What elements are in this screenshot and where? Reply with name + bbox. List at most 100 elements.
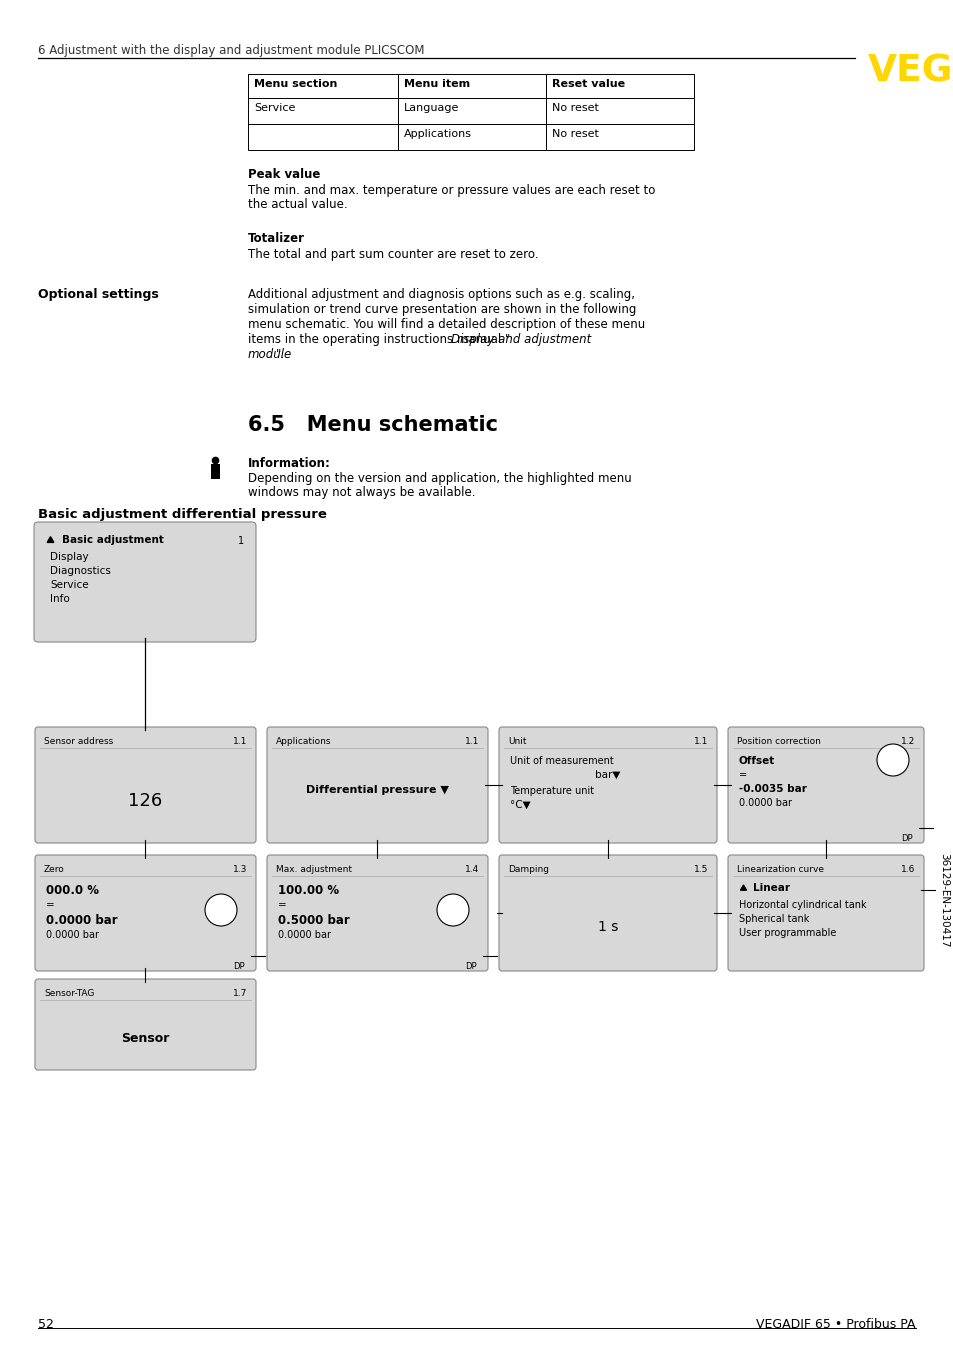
Text: 1.1: 1.1 [233, 737, 247, 746]
FancyBboxPatch shape [35, 979, 255, 1070]
Text: Sensor address: Sensor address [44, 737, 113, 746]
Circle shape [205, 894, 236, 926]
Text: Unit of measurement: Unit of measurement [510, 756, 613, 766]
Text: Sensor-TAG: Sensor-TAG [44, 988, 94, 998]
Text: Optional settings: Optional settings [38, 288, 158, 301]
Text: The min. and max. temperature or pressure values are each reset to: The min. and max. temperature or pressur… [248, 184, 655, 196]
Text: 0.0000 bar: 0.0000 bar [739, 798, 791, 808]
Text: Offset: Offset [739, 756, 775, 766]
Bar [545, 125, 693, 150]
Text: 1.3: 1.3 [233, 865, 247, 873]
Text: =: = [46, 900, 54, 910]
Bar [248, 74, 397, 97]
Circle shape [876, 743, 908, 776]
Text: 0.0000 bar: 0.0000 bar [46, 930, 99, 940]
FancyBboxPatch shape [727, 727, 923, 844]
Text: Damping: Damping [507, 865, 548, 873]
Text: Temperature unit: Temperature unit [510, 787, 594, 796]
Text: module: module [248, 348, 292, 362]
Bar [397, 74, 545, 97]
Text: items in the operating instructions manual ": items in the operating instructions manu… [248, 333, 510, 347]
Text: °C▼: °C▼ [510, 800, 530, 810]
Text: 6.5   Menu schematic: 6.5 Menu schematic [248, 414, 497, 435]
Text: 1.5: 1.5 [693, 865, 707, 873]
Text: bar▼: bar▼ [595, 770, 620, 780]
Text: DP: DP [233, 961, 245, 971]
Text: Totalizer: Totalizer [248, 232, 305, 245]
Text: menu schematic. You will find a detailed description of these menu: menu schematic. You will find a detailed… [248, 318, 644, 330]
Text: Basic adjustment: Basic adjustment [62, 535, 164, 546]
Text: ".: ". [275, 348, 285, 362]
FancyBboxPatch shape [267, 854, 488, 971]
Text: Display: Display [50, 552, 89, 562]
Text: 1: 1 [237, 536, 244, 546]
Bar [397, 125, 545, 150]
Text: 0.5000 bar: 0.5000 bar [277, 914, 350, 927]
Bar [211, 464, 220, 479]
Text: 6 Adjustment with the display and adjustment module PLICSCOM: 6 Adjustment with the display and adjust… [38, 43, 424, 57]
Text: 1.1: 1.1 [693, 737, 707, 746]
Text: Info: Info [50, 594, 70, 604]
Text: Position correction: Position correction [737, 737, 820, 746]
Text: Service: Service [50, 580, 89, 590]
Text: =: = [277, 900, 287, 910]
Text: Peak value: Peak value [248, 168, 320, 181]
Text: Differential pressure ▼: Differential pressure ▼ [306, 785, 449, 795]
Text: 1.1: 1.1 [464, 737, 478, 746]
Text: 1.2: 1.2 [900, 737, 914, 746]
Text: Unit: Unit [507, 737, 526, 746]
Text: Basic adjustment differential pressure: Basic adjustment differential pressure [38, 508, 327, 521]
FancyBboxPatch shape [35, 854, 255, 971]
Text: Language: Language [403, 103, 459, 112]
Bar [248, 97, 397, 125]
Text: User programmable: User programmable [739, 927, 836, 938]
Text: 0.0000 bar: 0.0000 bar [277, 930, 331, 940]
Text: Service: Service [253, 103, 295, 112]
Text: Display and adjustment: Display and adjustment [451, 333, 591, 347]
Text: VEGADIF 65 • Profibus PA: VEGADIF 65 • Profibus PA [756, 1317, 915, 1331]
Text: -0.0035 bar: -0.0035 bar [739, 784, 806, 793]
Text: 1.4: 1.4 [464, 865, 478, 873]
Bar [545, 97, 693, 125]
Text: 100.00 %: 100.00 % [277, 884, 338, 896]
Text: 36129-EN-130417: 36129-EN-130417 [938, 853, 948, 948]
FancyBboxPatch shape [267, 727, 488, 844]
Text: Applications: Applications [403, 129, 472, 139]
Text: 1.6: 1.6 [900, 865, 914, 873]
Circle shape [436, 894, 469, 926]
Text: Additional adjustment and diagnosis options such as e.g. scaling,: Additional adjustment and diagnosis opti… [248, 288, 635, 301]
Text: the actual value.: the actual value. [248, 198, 347, 211]
Text: windows may not always be available.: windows may not always be available. [248, 486, 475, 500]
Text: Menu section: Menu section [253, 79, 337, 89]
Text: Depending on the version and application, the highlighted menu: Depending on the version and application… [248, 473, 631, 485]
Text: Linearization curve: Linearization curve [737, 865, 823, 873]
Text: DP: DP [901, 834, 912, 844]
Text: The total and part sum counter are reset to zero.: The total and part sum counter are reset… [248, 248, 537, 261]
Text: =: = [739, 770, 746, 780]
Text: VEGA: VEGA [867, 53, 953, 89]
Text: DP: DP [465, 961, 476, 971]
Text: Horizontal cylindrical tank: Horizontal cylindrical tank [739, 900, 865, 910]
FancyBboxPatch shape [498, 727, 717, 844]
FancyBboxPatch shape [35, 727, 255, 844]
Text: Applications: Applications [275, 737, 331, 746]
Text: 0.0000 bar: 0.0000 bar [46, 914, 117, 927]
Text: Spherical tank: Spherical tank [739, 914, 808, 923]
Text: 126: 126 [129, 792, 162, 810]
Text: Diagnostics: Diagnostics [50, 566, 111, 575]
Text: Reset value: Reset value [552, 79, 624, 89]
FancyBboxPatch shape [727, 854, 923, 971]
Text: 1 s: 1 s [598, 919, 618, 934]
Bar [248, 125, 397, 150]
Text: 1.7: 1.7 [233, 988, 247, 998]
Text: Linear: Linear [752, 883, 789, 894]
Text: simulation or trend curve presentation are shown in the following: simulation or trend curve presentation a… [248, 303, 636, 315]
Bar [397, 97, 545, 125]
Text: Sensor: Sensor [121, 1032, 170, 1045]
Text: No reset: No reset [552, 129, 598, 139]
FancyBboxPatch shape [498, 854, 717, 971]
Text: Zero: Zero [44, 865, 65, 873]
Text: Information:: Information: [248, 458, 331, 470]
Text: 000.0 %: 000.0 % [46, 884, 99, 896]
Text: No reset: No reset [552, 103, 598, 112]
